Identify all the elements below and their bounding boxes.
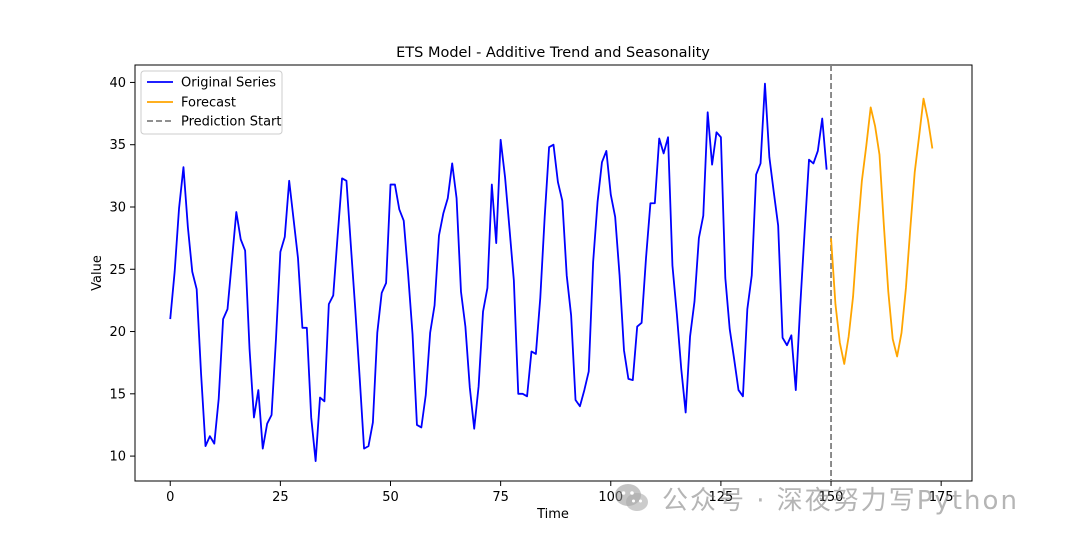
series-line-forecast	[830, 97, 934, 365]
y-axis-title: Value	[90, 255, 105, 291]
plot-area	[134, 64, 973, 482]
legend-label-forecast: Forecast	[181, 96, 236, 111]
x-tick-label: 0	[166, 490, 174, 505]
legend: Original Series Forecast Prediction Star…	[140, 70, 283, 135]
chart-title: ETS Model - Additive Trend and Seasonali…	[396, 45, 710, 61]
x-tick-label: 150	[819, 490, 844, 505]
y-tick-label: 40	[109, 76, 126, 91]
x-axis: 0 25 50 75 100 125 150 175	[166, 481, 954, 505]
y-tick-label: 20	[109, 325, 126, 340]
x-tick-label: 75	[492, 490, 509, 505]
legend-box	[140, 70, 283, 135]
x-axis-title: Time	[536, 507, 569, 522]
wechat-icon	[615, 484, 648, 511]
watermark: 公众号 · 深夜努力写Python	[612, 476, 1062, 520]
series-line-original-series	[169, 82, 828, 462]
y-tick-label: 15	[109, 387, 126, 402]
legend-label-original-series: Original Series	[181, 76, 276, 91]
y-tick-label: 30	[109, 200, 126, 215]
x-tick-label: 125	[708, 490, 733, 505]
y-tick-label: 25	[109, 263, 126, 278]
y-axis: 10 15 20 25 30 35 40	[109, 76, 135, 465]
y-tick-label: 35	[109, 138, 126, 153]
watermark-text: 公众号 · 深夜努力写Python	[662, 485, 1019, 516]
legend-label-prediction-start: Prediction Start	[181, 115, 281, 130]
series-layer	[169, 82, 934, 462]
x-tick-label: 50	[382, 490, 399, 505]
x-tick-label: 25	[272, 490, 289, 505]
plot-frame	[134, 64, 973, 482]
y-tick-label: 10	[109, 450, 126, 465]
x-tick-label: 175	[929, 490, 954, 505]
